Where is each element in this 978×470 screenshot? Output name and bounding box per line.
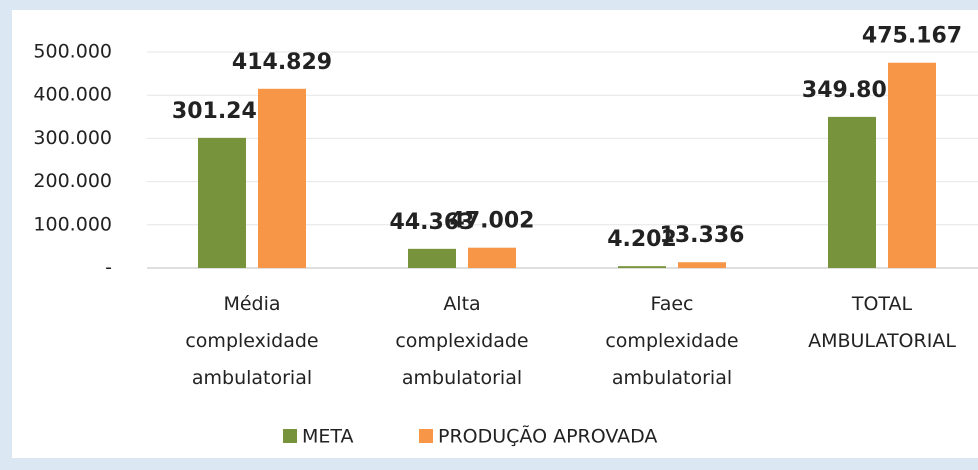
y-tick-label: - <box>105 257 112 279</box>
bar <box>828 116 876 268</box>
bar <box>618 266 666 268</box>
y-tick-label: 500.000 <box>33 41 112 63</box>
data-label: 13.336 <box>660 223 745 248</box>
x-tick-label: Faec complexidade ambulatorial <box>605 293 738 389</box>
data-label: 4.202 <box>607 227 677 252</box>
data-label: 44.363 <box>390 210 475 235</box>
data-label: 47.002 <box>450 209 535 234</box>
chart-area <box>12 10 978 458</box>
bar <box>198 137 246 268</box>
legend-label: PRODUÇÃO APROVADA <box>438 425 657 448</box>
legend-swatch <box>283 429 297 443</box>
data-label: 475.167 <box>862 24 962 49</box>
x-tick-label: Média complexidade ambulatorial <box>185 293 318 389</box>
x-tick-label: TOTAL AMBULATORIAL <box>808 293 956 352</box>
data-label: 301.241 <box>172 99 272 124</box>
x-tick-label: Alta complexidade ambulatorial <box>395 293 528 389</box>
legend-swatch <box>419 429 433 443</box>
bar <box>678 262 726 268</box>
y-tick-label: 100.000 <box>33 213 112 235</box>
y-tick-label: 200.000 <box>33 170 112 192</box>
bar <box>258 88 306 268</box>
data-label: 414.829 <box>232 50 332 75</box>
data-label: 349.806 <box>802 78 902 103</box>
bar <box>468 247 516 268</box>
legend-label: META <box>302 426 354 448</box>
y-tick-label: 300.000 <box>33 127 112 149</box>
bar <box>888 62 936 268</box>
bar <box>408 248 456 268</box>
y-tick-label: 400.000 <box>33 84 112 106</box>
